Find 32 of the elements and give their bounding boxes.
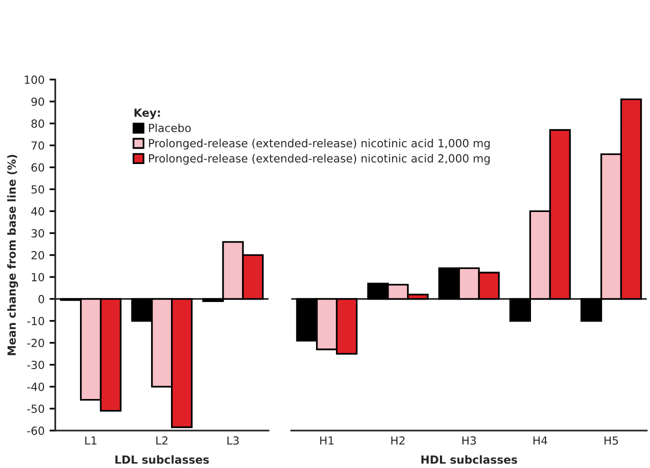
x-tick-label: H4 — [533, 436, 548, 445]
y-axis-title: Mean change from base line (%) — [7, 154, 18, 356]
y-tick-label: 80 — [31, 119, 44, 128]
x-tick-label: L2 — [156, 436, 168, 445]
y-tick-label: -40 — [27, 382, 44, 392]
x-tick-label: H2 — [391, 436, 405, 445]
y-tick-label: 30 — [32, 229, 44, 238]
legend-label: Prolonged-release (extended-release) nicotinic acid 1,000 mg — [149, 138, 490, 150]
x-tick-label: H3 — [462, 436, 476, 445]
y-tick-label: 0 — [38, 294, 44, 304]
x-axis-title: HDL subclasses — [421, 455, 518, 464]
y-tick-label: 50 — [32, 185, 44, 194]
legend-title: Key: — [134, 108, 160, 120]
y-tick-label: 60 — [31, 163, 44, 172]
y-tick-label: -20 — [27, 338, 44, 348]
y-tick-label: -50 — [27, 404, 44, 413]
y-tick-label: -10 — [27, 316, 44, 326]
y-tick-label: -60 — [27, 426, 44, 435]
legend-label: Prolonged-release (extended-release) nicotinic acid 2,000 mg — [149, 154, 490, 165]
x-tick-label: L3 — [227, 436, 239, 445]
x-axis-title: LDL subclasses — [115, 455, 209, 464]
y-tick-label: 90 — [31, 97, 44, 106]
x-tick-label: H5 — [604, 436, 618, 445]
x-tick-label: H1 — [320, 436, 334, 445]
y-tick-label: 100 — [24, 76, 44, 84]
legend-label: Placebo — [149, 124, 191, 132]
y-tick-label: 20 — [32, 251, 44, 260]
y-tick-label: 10 — [32, 272, 44, 282]
x-tick-label: L1 — [85, 436, 96, 445]
y-tick-label: 40 — [31, 207, 44, 216]
y-tick-label: 70 — [32, 141, 44, 150]
y-tick-label: -30 — [27, 360, 44, 370]
